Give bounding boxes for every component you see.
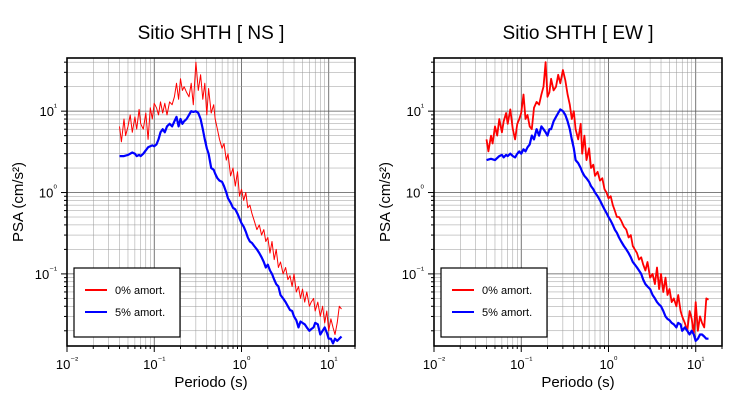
y-tick-label: 10⁰ <box>39 184 57 201</box>
legend-label: 0% amort. <box>482 285 532 297</box>
plot-frame <box>433 57 723 347</box>
plot-frame <box>66 57 356 347</box>
legend-label: 5% amort. <box>115 307 165 319</box>
series-line-undamped <box>485 61 709 336</box>
series-line-undamped <box>119 61 342 335</box>
y-tick-label: 10⁻¹ <box>35 265 57 282</box>
legend-box <box>440 267 548 338</box>
x-tick-label: 10⁰ <box>599 355 617 372</box>
legend: 0% amort. 5% amort. <box>440 267 548 338</box>
legend: 0% amort. 5% amort. <box>73 267 181 338</box>
x-tick-label: 10¹ <box>687 355 704 372</box>
x-tick-label: 10⁻¹ <box>510 355 532 372</box>
x-tick-label: 10⁻¹ <box>143 355 165 372</box>
y-axis-label: PSA (cm/s²) <box>10 162 27 242</box>
x-tick-label: 10⁻² <box>56 355 78 372</box>
chart-ns: 10⁻² 10⁻¹ 10⁰ 10¹ 10⁻¹ 10⁰ 10¹ Sitio SHTH [ NS … <box>10 23 356 391</box>
chart-title: Sitio SHTH [ NS ] <box>138 23 285 44</box>
grid <box>66 58 356 346</box>
chart-ew: 10⁻² 10⁻¹ 10⁰ 10¹ 10⁻¹ 10⁰ 10¹ Sitio SHTH [ EW … <box>377 23 723 391</box>
x-tick-label: 10⁰ <box>232 355 250 372</box>
y-tick-label: 10¹ <box>407 102 424 119</box>
series-line-damped <box>119 110 343 345</box>
legend-label: 5% amort. <box>482 307 532 319</box>
legend-box <box>73 267 181 338</box>
series-line-damped <box>486 108 709 342</box>
y-tick-label: 10⁰ <box>406 184 424 201</box>
x-axis-label: Periodo (s) <box>541 374 614 391</box>
y-axis-label: PSA (cm/s²) <box>377 162 394 242</box>
x-tick-label: 10¹ <box>320 355 337 372</box>
y-tick-label: 10⁻¹ <box>402 265 424 282</box>
x-tick-label: 10⁻² <box>423 355 445 372</box>
y-tick-label: 10¹ <box>40 102 57 119</box>
legend-label: 0% amort. <box>115 285 165 297</box>
x-axis-label: Periodo (s) <box>174 374 247 391</box>
chart-title: Sitio SHTH [ EW ] <box>503 23 654 44</box>
